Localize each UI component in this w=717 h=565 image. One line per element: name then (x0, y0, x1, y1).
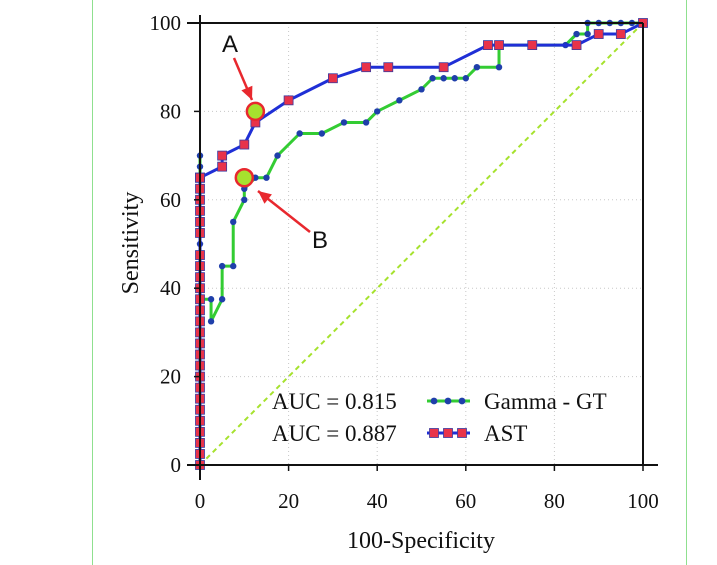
y-tick-label-1: 20 (160, 365, 181, 389)
series-0-point-36 (230, 262, 237, 270)
series-0-point-53 (462, 75, 469, 82)
series-0-point-38 (241, 196, 248, 203)
y-tick-label-5: 100 (150, 11, 182, 35)
x-tick-label-0: 0 (195, 489, 206, 513)
series-1-point-35 (361, 62, 372, 73)
series-0-point-46 (362, 119, 370, 126)
series-0-point-41 (263, 174, 270, 181)
series-0-point-45 (340, 119, 348, 126)
series-1-point-41 (571, 40, 582, 50)
legend-marker-1-2 (457, 428, 467, 438)
annotation-marker-b (234, 167, 255, 188)
series-0-point-49 (418, 86, 425, 93)
series-1-point-36 (383, 62, 394, 73)
series-0-point-33 (207, 318, 215, 325)
legend-name-1: AST (484, 421, 527, 446)
series-1-point-34 (327, 73, 338, 84)
series-0-point-47 (374, 108, 381, 115)
legend-marker-1-1 (443, 428, 453, 438)
series-1-point-39 (494, 40, 504, 50)
series-1-point-33 (283, 95, 294, 106)
series-1-point-40 (527, 40, 538, 50)
legend: AUC = 0.815 Gamma - GT AUC = 0.887 AST (272, 389, 607, 446)
annotation-label-a: A (222, 31, 238, 58)
series-0-point-42 (274, 152, 281, 159)
series-0-point-51 (440, 75, 447, 82)
series-0-point-48 (396, 97, 403, 104)
annotation-label-b: B (312, 227, 328, 254)
x-tick-label-5: 100 (627, 489, 659, 513)
x-tick-label-1: 20 (278, 489, 299, 513)
series-1-point-30 (217, 150, 228, 161)
y-tick-label-0: 0 (171, 453, 182, 477)
x-tick-label-2: 40 (367, 489, 388, 513)
annotation-arrowhead-a (241, 85, 253, 100)
series-1-point-37 (438, 62, 449, 73)
series-0-point-44 (318, 130, 326, 137)
legend-name-0: Gamma - GT (484, 389, 607, 414)
series-1-point-42 (593, 29, 604, 39)
legend-auc-0: AUC = 0.815 (272, 389, 397, 414)
y-axis-title: Sensitivity (118, 192, 144, 295)
y-tick-label-3: 60 (160, 188, 181, 212)
series-0-point-59 (573, 30, 580, 38)
figure-frame (92, 0, 687, 565)
legend-auc-1: AUC = 0.887 (272, 421, 397, 446)
series-0-point-60 (584, 30, 591, 38)
series-0-point-55 (495, 63, 503, 71)
series-0-point-34 (218, 296, 226, 303)
series-0-point-35 (218, 262, 226, 270)
series-0-point-32 (207, 296, 215, 303)
series-0-point-52 (451, 75, 458, 82)
tick-labels: 0 20 40 60 80 100 0 20 40 60 80 100 (150, 11, 659, 513)
legend-marker-0-2 (458, 397, 466, 405)
series-0-point-54 (473, 63, 481, 71)
legend-marker-1-0 (429, 428, 439, 438)
y-tick-label-4: 80 (160, 99, 181, 123)
series-1-point-29 (217, 161, 228, 172)
axes (187, 15, 658, 480)
series-0-point-50 (429, 75, 436, 82)
y-tick-label-2: 40 (160, 276, 181, 300)
x-tick-label-3: 60 (455, 489, 476, 513)
series-0-point-43 (296, 130, 303, 137)
annotation-marker-a (245, 101, 266, 122)
series-1-point-38 (483, 40, 493, 50)
series-1-point-43 (615, 29, 626, 39)
x-axis-title: 100-Specificity (347, 528, 495, 554)
series-0-point-37 (230, 218, 237, 226)
annotation-arrowhead-b (258, 191, 272, 204)
annotations: AB (222, 31, 328, 254)
x-tick-label-4: 80 (544, 489, 565, 513)
legend-marker-0-1 (444, 397, 452, 405)
series-1-point-31 (239, 139, 250, 150)
legend-marker-0-0 (430, 397, 438, 405)
